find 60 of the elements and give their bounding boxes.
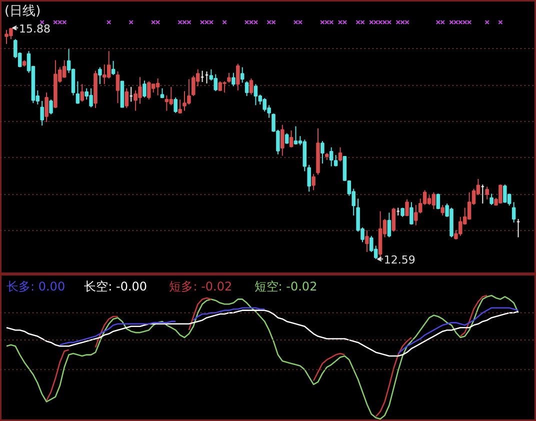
candlestick bbox=[289, 130, 294, 148]
candlestick bbox=[116, 70, 120, 104]
candlestick bbox=[76, 80, 80, 104]
candlestick bbox=[236, 63, 240, 91]
candlestick bbox=[164, 94, 169, 112]
candlestick bbox=[232, 72, 236, 87]
candlestick bbox=[410, 202, 414, 226]
candlestick bbox=[365, 230, 369, 253]
text: 长多: 0.00 bbox=[6, 280, 66, 294]
candlestick bbox=[147, 80, 151, 100]
series-label: 短空: -0.02 bbox=[254, 280, 318, 294]
candlestick bbox=[280, 124, 284, 156]
candlestick bbox=[44, 92, 48, 123]
candlestick bbox=[503, 184, 507, 204]
candlestick bbox=[312, 174, 316, 191]
candlestick bbox=[142, 80, 146, 98]
candlestick bbox=[436, 193, 440, 210]
text: 长空: -0.00 bbox=[84, 280, 148, 294]
candlestick bbox=[40, 100, 44, 126]
candlestick bbox=[62, 60, 66, 78]
candlestick bbox=[485, 186, 489, 200]
candlestick bbox=[240, 66, 244, 84]
candlestick bbox=[490, 193, 494, 206]
candlestick bbox=[111, 60, 116, 76]
annotation: 15.88 bbox=[18, 22, 50, 36]
candlestick bbox=[254, 84, 258, 106]
annotation: 12.59 bbox=[384, 254, 416, 267]
candlestick bbox=[427, 194, 432, 206]
candlestick bbox=[249, 78, 254, 96]
candlestick bbox=[169, 86, 174, 106]
candlestick bbox=[178, 99, 182, 114]
candlestick bbox=[80, 84, 84, 102]
candlestick bbox=[467, 192, 472, 220]
candlestick bbox=[307, 164, 311, 192]
candlestick bbox=[214, 74, 218, 92]
candlestick bbox=[512, 202, 516, 224]
candlestick bbox=[244, 80, 249, 97]
candlestick bbox=[440, 204, 444, 216]
candlestick bbox=[227, 72, 231, 84]
series-label: 短多: -0.02 bbox=[169, 280, 232, 294]
candlestick bbox=[392, 207, 396, 232]
chart-title: (日线) bbox=[4, 4, 41, 19]
candlestick bbox=[414, 204, 418, 226]
candlestick bbox=[329, 146, 334, 167]
candlestick bbox=[98, 66, 102, 85]
candlestick bbox=[156, 78, 160, 96]
candlestick bbox=[284, 132, 289, 144]
candlestick bbox=[387, 212, 392, 238]
candlestick bbox=[106, 50, 111, 79]
candlestick bbox=[294, 126, 298, 146]
candlestick bbox=[338, 146, 342, 162]
candlestick bbox=[432, 192, 436, 210]
candlestick bbox=[334, 154, 338, 167]
candlestick bbox=[102, 64, 106, 85]
candlestick bbox=[405, 198, 409, 217]
candlestick bbox=[174, 96, 178, 114]
candlestick bbox=[320, 140, 324, 164]
candlestick bbox=[49, 99, 53, 115]
candlestick bbox=[192, 75, 196, 97]
candlestick bbox=[124, 88, 129, 108]
